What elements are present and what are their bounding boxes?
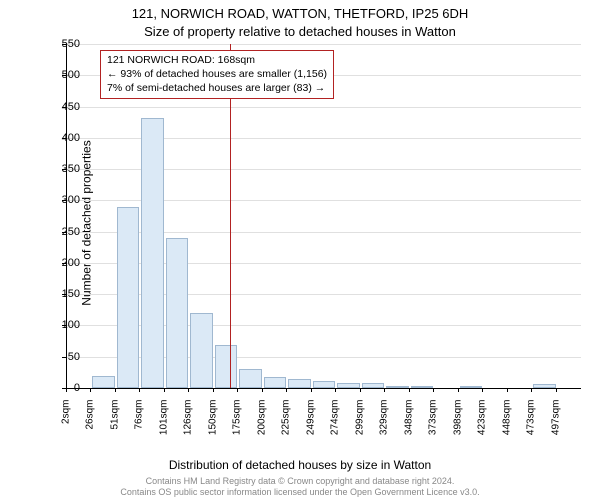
x-tick-mark <box>262 388 263 392</box>
x-tick-mark <box>458 388 459 392</box>
x-tick-label: 249sqm <box>305 400 316 450</box>
histogram-bar <box>239 369 262 388</box>
chart-title-address: 121, NORWICH ROAD, WATTON, THETFORD, IP2… <box>0 6 600 21</box>
x-tick-label: 150sqm <box>207 400 218 450</box>
histogram-bar <box>460 386 483 388</box>
y-tick-mark <box>62 200 66 201</box>
histogram-bar <box>337 383 360 388</box>
footer-attribution: Contains HM Land Registry data © Crown c… <box>0 476 600 498</box>
x-tick-label: 373sqm <box>428 400 439 450</box>
x-tick-label: 448sqm <box>501 400 512 450</box>
histogram-bar <box>215 345 238 388</box>
x-tick-label: 101sqm <box>158 400 169 450</box>
x-axis-label: Distribution of detached houses by size … <box>0 458 600 472</box>
x-tick-label: 175sqm <box>232 400 243 450</box>
histogram-bar <box>411 386 434 388</box>
histogram-bar <box>117 207 140 388</box>
y-tick-label: 150 <box>40 288 80 300</box>
y-tick-mark <box>62 138 66 139</box>
x-tick-mark <box>556 388 557 392</box>
y-tick-label: 300 <box>40 194 80 206</box>
annotation-line-3: 7% of semi-detached houses are larger (8… <box>107 81 327 95</box>
x-tick-label: 2sqm <box>61 400 72 450</box>
histogram-bar <box>141 118 164 388</box>
y-tick-mark <box>62 294 66 295</box>
gridline <box>67 44 581 45</box>
x-tick-mark <box>507 388 508 392</box>
x-tick-label: 398sqm <box>452 400 463 450</box>
y-tick-mark <box>62 357 66 358</box>
x-tick-mark <box>335 388 336 392</box>
x-tick-label: 26sqm <box>85 400 96 450</box>
x-tick-mark <box>360 388 361 392</box>
y-tick-mark <box>62 107 66 108</box>
x-tick-mark <box>139 388 140 392</box>
x-tick-mark <box>213 388 214 392</box>
histogram-bar <box>190 313 213 388</box>
x-tick-label: 348sqm <box>403 400 414 450</box>
x-tick-mark <box>531 388 532 392</box>
footer-line-1: Contains HM Land Registry data © Crown c… <box>0 476 600 487</box>
annotation-line-2: ← 93% of detached houses are smaller (1,… <box>107 67 327 81</box>
x-tick-mark <box>237 388 238 392</box>
x-tick-label: 329sqm <box>379 400 390 450</box>
annotation-line-1: 121 NORWICH ROAD: 168sqm <box>107 53 327 67</box>
footer-line-2: Contains OS public sector information li… <box>0 487 600 498</box>
histogram-bar <box>166 238 189 388</box>
y-tick-mark <box>62 169 66 170</box>
y-tick-label: 450 <box>40 101 80 113</box>
x-tick-mark <box>384 388 385 392</box>
y-tick-mark <box>62 232 66 233</box>
y-tick-label: 100 <box>40 319 80 331</box>
y-tick-mark <box>62 44 66 45</box>
reference-annotation-box: 121 NORWICH ROAD: 168sqm ← 93% of detach… <box>100 50 334 99</box>
histogram-bar <box>386 386 409 389</box>
x-tick-mark <box>90 388 91 392</box>
histogram-bar <box>288 379 311 388</box>
x-tick-label: 299sqm <box>354 400 365 450</box>
histogram-bar <box>92 376 115 389</box>
x-tick-label: 497sqm <box>550 400 561 450</box>
x-tick-mark <box>286 388 287 392</box>
y-tick-label: 350 <box>40 163 80 175</box>
y-tick-label: 550 <box>40 38 80 50</box>
x-tick-label: 76sqm <box>134 400 145 450</box>
y-tick-mark <box>62 263 66 264</box>
x-tick-label: 200sqm <box>256 400 267 450</box>
y-tick-label: 200 <box>40 257 80 269</box>
x-tick-label: 274sqm <box>330 400 341 450</box>
gridline <box>67 107 581 108</box>
x-tick-mark <box>188 388 189 392</box>
y-tick-label: 500 <box>40 69 80 81</box>
x-tick-mark <box>66 388 67 392</box>
x-tick-mark <box>164 388 165 392</box>
x-tick-label: 225sqm <box>281 400 292 450</box>
x-tick-label: 126sqm <box>183 400 194 450</box>
x-tick-mark <box>409 388 410 392</box>
histogram-bar <box>533 384 556 388</box>
histogram-bar <box>362 383 385 388</box>
x-tick-mark <box>311 388 312 392</box>
histogram-bar <box>313 381 336 389</box>
x-tick-mark <box>433 388 434 392</box>
x-tick-label: 51sqm <box>109 400 120 450</box>
y-tick-mark <box>62 325 66 326</box>
y-tick-mark <box>62 75 66 76</box>
x-tick-mark <box>115 388 116 392</box>
y-tick-label: 50 <box>40 351 80 363</box>
x-tick-label: 473sqm <box>526 400 537 450</box>
histogram-bar <box>264 377 287 388</box>
y-tick-label: 0 <box>40 382 80 394</box>
y-tick-label: 250 <box>40 226 80 238</box>
x-tick-mark <box>482 388 483 392</box>
chart-title-subtitle: Size of property relative to detached ho… <box>0 24 600 39</box>
x-tick-label: 423sqm <box>477 400 488 450</box>
y-tick-label: 400 <box>40 132 80 144</box>
